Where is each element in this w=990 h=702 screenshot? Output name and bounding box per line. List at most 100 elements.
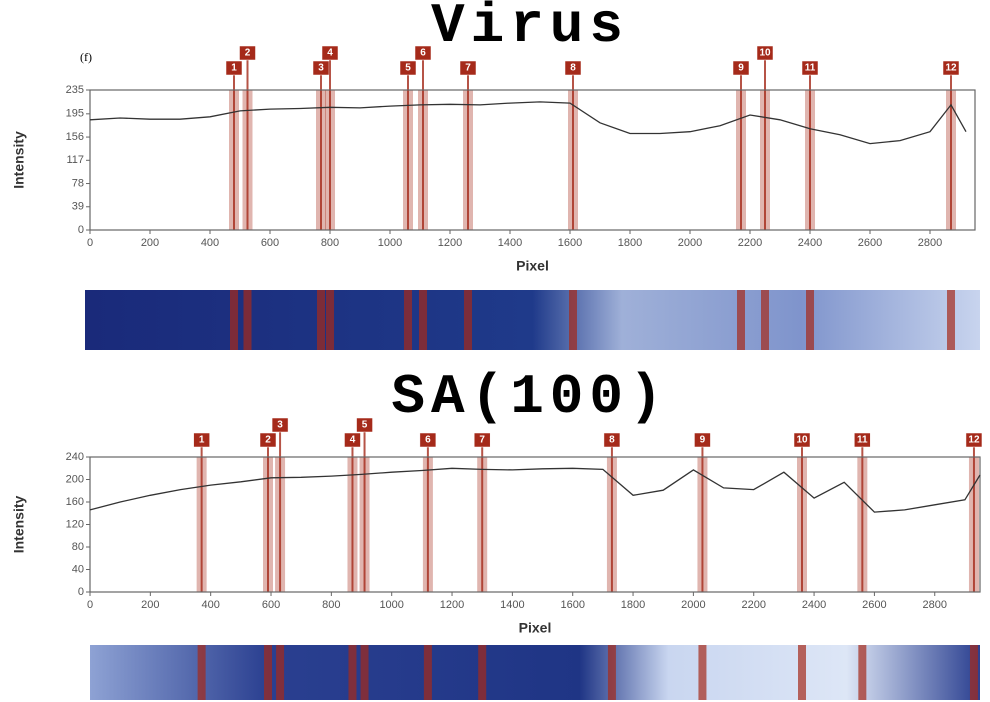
x-axis-label: Pixel (519, 620, 552, 636)
x-tick-label: 400 (201, 599, 219, 611)
x-tick-label: 1400 (500, 599, 524, 611)
x-tick-label: 600 (262, 599, 280, 611)
y-tick-label: 0 (78, 224, 84, 236)
x-tick-label: 200 (141, 237, 159, 249)
gel-band (947, 290, 955, 350)
gel-band (858, 645, 866, 700)
marker-label: 3 (277, 420, 283, 431)
x-tick-label: 2800 (923, 599, 947, 611)
marker-label: 7 (479, 435, 485, 446)
gel-band (698, 645, 706, 700)
y-tick-label: 117 (66, 154, 84, 166)
marker-label: 2 (265, 435, 271, 446)
x-tick-label: 600 (261, 237, 279, 249)
marker-label: 6 (425, 435, 431, 446)
x-tick-label: 0 (87, 599, 93, 611)
y-axis-label: Intensity (11, 496, 27, 554)
x-tick-label: 2200 (738, 237, 762, 249)
x-tick-label: 2600 (862, 599, 886, 611)
y-tick-label: 40 (72, 563, 84, 575)
gel-band (317, 290, 325, 350)
x-tick-label: 1600 (560, 599, 584, 611)
gel-strip (90, 645, 980, 700)
y-tick-label: 0 (78, 586, 84, 598)
x-tick-label: 1400 (498, 237, 522, 249)
x-tick-label: 0 (87, 237, 93, 249)
gel-band (326, 290, 334, 350)
x-tick-label: 1800 (618, 237, 642, 249)
chart-title: SA(100) (391, 365, 668, 429)
gel-band (424, 645, 432, 700)
x-tick-label: 1000 (378, 237, 402, 249)
marker-label: 11 (857, 435, 868, 446)
panel-label: (f) (80, 50, 92, 64)
x-tick-label: 400 (201, 237, 219, 249)
gel-band (970, 645, 978, 700)
marker-label: 1 (199, 435, 205, 446)
gel-band (569, 290, 577, 350)
y-axis-label: Intensity (11, 131, 27, 189)
x-tick-label: 2800 (918, 237, 942, 249)
x-tick-label: 1200 (438, 237, 462, 249)
plot-frame (90, 457, 980, 592)
marker-label: 3 (318, 63, 324, 74)
x-tick-label: 800 (322, 599, 340, 611)
x-tick-label: 1000 (379, 599, 403, 611)
marker-label: 7 (465, 63, 471, 74)
marker-label: 9 (738, 63, 744, 74)
gel-band (806, 290, 814, 350)
gel-band (404, 290, 412, 350)
marker-label: 10 (796, 435, 808, 446)
x-tick-label: 800 (321, 237, 339, 249)
x-tick-label: 200 (141, 599, 159, 611)
gel-band (419, 290, 427, 350)
gel-band (230, 290, 238, 350)
marker-label: 11 (805, 63, 816, 74)
y-tick-label: 156 (66, 131, 84, 143)
x-tick-label: 2200 (741, 599, 765, 611)
x-tick-label: 2400 (798, 237, 822, 249)
gel-band (276, 645, 284, 700)
gel-band (464, 290, 472, 350)
marker-label: 1 (231, 63, 237, 74)
marker-label: 8 (609, 435, 615, 446)
marker-label: 12 (968, 435, 980, 446)
marker-label: 5 (405, 63, 411, 74)
marker-label: 9 (700, 435, 706, 446)
y-tick-label: 78 (72, 177, 84, 189)
plot-frame (90, 90, 975, 230)
x-tick-label: 2000 (678, 237, 702, 249)
marker-label: 12 (945, 63, 957, 74)
y-tick-label: 240 (66, 451, 84, 463)
intensity-line (90, 102, 966, 144)
marker-label: 4 (327, 48, 333, 59)
y-tick-label: 235 (66, 84, 84, 96)
x-tick-label: 1200 (440, 599, 464, 611)
y-tick-label: 80 (72, 541, 84, 553)
marker-label: 6 (420, 48, 426, 59)
gel-band (244, 290, 252, 350)
y-tick-label: 195 (66, 108, 84, 120)
y-tick-label: 160 (66, 496, 84, 508)
gel-band (478, 645, 486, 700)
intensity-line (90, 468, 980, 512)
gel-band (737, 290, 745, 350)
gel-band (264, 645, 272, 700)
x-tick-label: 1800 (621, 599, 645, 611)
marker-label: 10 (759, 48, 771, 59)
y-tick-label: 200 (66, 473, 84, 485)
gel-band (361, 645, 369, 700)
chart-title: Virus (431, 0, 629, 58)
gel-band (608, 645, 616, 700)
gel-band (761, 290, 769, 350)
marker-label: 5 (362, 420, 368, 431)
gel-band (798, 645, 806, 700)
x-tick-label: 2600 (858, 237, 882, 249)
figure: (f) Virus1234567891011120397811715619523… (0, 0, 990, 702)
gel-strip (85, 290, 980, 350)
x-axis-label: Pixel (516, 258, 549, 274)
x-tick-label: 1600 (558, 237, 582, 249)
gel-band (198, 645, 206, 700)
marker-label: 4 (350, 435, 356, 446)
x-tick-label: 2400 (802, 599, 826, 611)
